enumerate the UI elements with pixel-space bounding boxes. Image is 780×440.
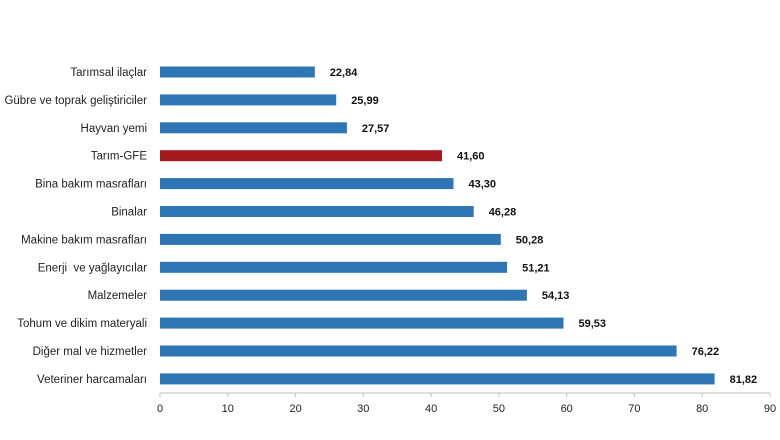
category-label-row-7: Enerji ve yağlayıcılar [38, 262, 147, 274]
value-label-row-11: 81,82 [730, 374, 758, 386]
bar-row-0 [160, 66, 315, 78]
value-labels-group: 22,84 25,99 27,57 41,60 43,30 46,28 50,28 51,21… [330, 67, 757, 386]
bar-row-8 [160, 289, 527, 301]
category-label-row-5: Binalar [111, 207, 147, 219]
bar-row-1 [160, 94, 337, 106]
x-tick-label-0: 0 [157, 403, 163, 415]
value-label-row-10: 76,22 [692, 346, 720, 358]
x-tick-label-9: 90 [764, 403, 776, 415]
category-label-row-6: Makine bakım masrafları [21, 234, 147, 246]
bar-row-11 [160, 373, 715, 385]
bar-row-9 [160, 317, 564, 329]
bars-group [160, 66, 715, 385]
category-label-row-9: Tohum ve dikim materyali [17, 318, 147, 330]
bar-row-2 [160, 122, 347, 134]
value-label-row-3: 41,60 [457, 151, 485, 163]
value-label-row-0: 22,84 [330, 67, 358, 79]
bar-row-5 [160, 206, 474, 217]
category-label-row-11: Veteriner harcamaları [37, 374, 147, 386]
category-label-row-3: Tarım-GFE [91, 151, 148, 163]
bar-row-4 [160, 178, 454, 190]
category-label-row-1: Gübre ve toprak geliştiriciler [4, 95, 147, 107]
bar-row-10 [160, 345, 677, 357]
value-label-row-8: 54,13 [542, 290, 570, 302]
category-label-row-10: Diğer mal ve hizmetler [33, 346, 148, 358]
x-tick-label-6: 60 [561, 403, 573, 415]
x-tick-label-2: 20 [289, 403, 301, 415]
x-tick-label-4: 40 [425, 403, 437, 415]
value-label-row-1: 25,99 [351, 95, 379, 107]
value-label-row-7: 51,21 [522, 262, 550, 274]
value-label-row-5: 46,28 [489, 207, 517, 219]
value-label-row-2: 27,57 [362, 123, 390, 135]
category-labels-group: Tarımsal ilaçlar Gübre ve toprak geliştir… [4, 67, 147, 386]
category-label-row-2: Hayvan yemi [81, 123, 147, 135]
bar-row-6 [160, 233, 501, 245]
bar-row-3 [160, 150, 442, 162]
category-label-row-4: Bina bakım masrafları [35, 179, 147, 191]
value-label-row-9: 59,53 [579, 318, 607, 330]
value-label-row-6: 50,28 [516, 234, 544, 246]
category-label-row-0: Tarımsal ilaçlar [70, 67, 147, 79]
value-label-row-4: 43,30 [469, 179, 497, 191]
x-tick-label-3: 30 [357, 403, 369, 415]
category-label-row-8: Malzemeler [88, 290, 148, 302]
x-tick-label-5: 50 [493, 403, 505, 415]
x-tick-label-8: 80 [696, 403, 708, 415]
bar-row-7 [160, 261, 508, 273]
x-axis-ticks-group: 0 10 20 30 40 50 60 70 80 90 [157, 393, 776, 415]
x-tick-label-1: 10 [222, 403, 234, 415]
x-tick-label-7: 70 [628, 403, 640, 415]
